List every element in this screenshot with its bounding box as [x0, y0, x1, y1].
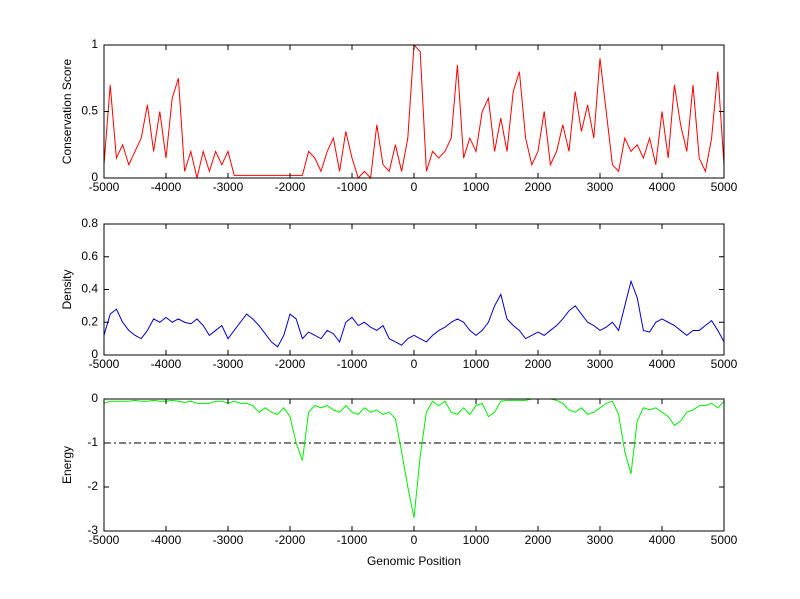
x-tick-label: -5000 — [89, 533, 120, 547]
x-tick-label: -4000 — [151, 533, 182, 547]
x-tick-label: -1000 — [337, 180, 368, 194]
x-tick-label: -2000 — [275, 533, 306, 547]
x-tick-label: -3000 — [213, 533, 244, 547]
x-tick-label: -5000 — [89, 357, 120, 371]
data-line — [103, 398, 725, 518]
y-axis-label: Conservation Score — [60, 58, 74, 164]
y-tick-label: -3 — [87, 523, 98, 537]
y-tick-label: 1 — [91, 37, 98, 51]
y-tick-label: -2 — [87, 479, 98, 493]
x-tick-label: 5000 — [711, 357, 738, 371]
x-tick-label: -4000 — [151, 357, 182, 371]
x-axis-label: Genomic Position — [367, 554, 461, 568]
x-tick-label: 0 — [411, 180, 418, 194]
x-tick-label: 3000 — [587, 180, 614, 194]
y-tick-label: 0.2 — [81, 314, 98, 328]
y-tick-label: 0.6 — [81, 249, 98, 263]
x-tick-label: 2000 — [525, 357, 552, 371]
x-tick-label: 1000 — [463, 533, 490, 547]
x-tick-label: -5000 — [89, 180, 120, 194]
x-tick-label: 4000 — [649, 533, 676, 547]
y-tick-label: 0 — [91, 170, 98, 184]
x-tick-label: 3000 — [587, 357, 614, 371]
x-tick-label: 2000 — [525, 180, 552, 194]
x-tick-label: 1000 — [463, 357, 490, 371]
x-tick-label: -2000 — [275, 180, 306, 194]
data-line — [103, 279, 725, 348]
y-axis-label: Density — [60, 269, 74, 309]
x-tick-label: -1000 — [337, 357, 368, 371]
y-tick-label: 0.8 — [81, 216, 98, 230]
x-tick-label: 5000 — [711, 533, 738, 547]
axes-box — [104, 224, 724, 355]
x-tick-label: 5000 — [711, 180, 738, 194]
x-tick-label: 4000 — [649, 357, 676, 371]
y-tick-label: 0.4 — [81, 282, 98, 296]
x-tick-label: 4000 — [649, 180, 676, 194]
x-tick-label: 0 — [411, 533, 418, 547]
x-tick-label: -1000 — [337, 533, 368, 547]
axes-box — [104, 45, 724, 178]
x-tick-label: -3000 — [213, 357, 244, 371]
x-tick-label: 0 — [411, 357, 418, 371]
axes-box — [104, 399, 724, 531]
x-tick-label: 3000 — [587, 533, 614, 547]
y-tick-label: 0 — [91, 391, 98, 405]
y-axis-label: Energy — [60, 446, 74, 484]
x-tick-label: -4000 — [151, 180, 182, 194]
y-tick-label: -1 — [87, 435, 98, 449]
x-tick-label: 2000 — [525, 533, 552, 547]
x-tick-label: -3000 — [213, 180, 244, 194]
y-tick-label: 0 — [91, 347, 98, 361]
x-tick-label: -2000 — [275, 357, 306, 371]
x-tick-label: 1000 — [463, 180, 490, 194]
y-tick-label: 0.5 — [81, 104, 98, 118]
